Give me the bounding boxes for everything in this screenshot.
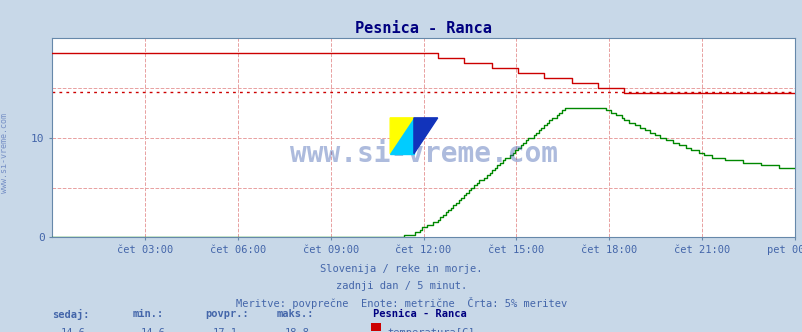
Text: min.:: min.: bbox=[132, 309, 164, 319]
Text: Pesnica - Ranca: Pesnica - Ranca bbox=[373, 309, 467, 319]
Text: 14,6: 14,6 bbox=[140, 328, 165, 332]
Text: 14,6: 14,6 bbox=[60, 328, 85, 332]
Polygon shape bbox=[413, 118, 437, 154]
Title: Pesnica - Ranca: Pesnica - Ranca bbox=[354, 21, 492, 36]
Polygon shape bbox=[390, 118, 413, 154]
Text: zadnji dan / 5 minut.: zadnji dan / 5 minut. bbox=[335, 281, 467, 290]
Text: temperatura[C]: temperatura[C] bbox=[387, 328, 474, 332]
Text: povpr.:: povpr.: bbox=[205, 309, 248, 319]
Text: www.si-vreme.com: www.si-vreme.com bbox=[290, 140, 557, 168]
Text: 17,1: 17,1 bbox=[213, 328, 237, 332]
Text: Meritve: povprečne  Enote: metrične  Črta: 5% meritev: Meritve: povprečne Enote: metrične Črta:… bbox=[236, 297, 566, 309]
Text: 18,8: 18,8 bbox=[285, 328, 310, 332]
Text: sedaj:: sedaj: bbox=[52, 309, 90, 320]
Text: Slovenija / reke in morje.: Slovenija / reke in morje. bbox=[320, 264, 482, 274]
Text: maks.:: maks.: bbox=[277, 309, 314, 319]
Polygon shape bbox=[390, 118, 413, 154]
Text: www.si-vreme.com: www.si-vreme.com bbox=[0, 113, 10, 193]
